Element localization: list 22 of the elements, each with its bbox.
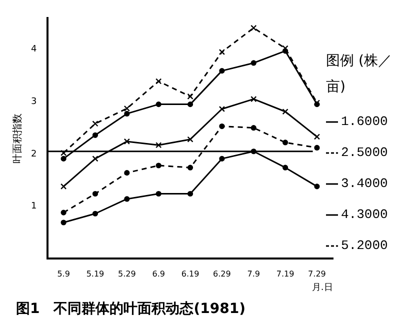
legend-label: 1.6000 <box>341 114 388 129</box>
x-tick-label: 5.29 <box>118 269 136 278</box>
text: 图1 不同群体的叶面积动态(1981) <box>16 300 246 318</box>
x-tick-label: 6.29 <box>213 269 231 278</box>
x-tick-label: 7.19 <box>276 269 294 278</box>
legend-title: 图例 (株／亩) <box>326 52 393 97</box>
x-tick-label: 5.19 <box>86 269 104 278</box>
x-tick-label: 7.9 <box>247 269 260 278</box>
x-tick-label: 7.29 <box>308 269 326 278</box>
legend-label: 5.2000 <box>341 238 388 253</box>
legend-label: 4.3000 <box>341 207 388 222</box>
x-tick-label: 6.9 <box>152 269 165 278</box>
y-tick-label: 4 <box>30 44 37 55</box>
x-tick-label: 6.19 <box>181 269 200 278</box>
x-tick-label: 5.9 <box>57 269 70 278</box>
y-tick-label: 2 <box>30 149 37 160</box>
y-axis-title: 叶面积指数 <box>12 113 24 164</box>
y-tick-label: 3 <box>30 97 37 108</box>
x-axis-title: 月.日 <box>312 282 333 293</box>
legend-label: 3.4000 <box>341 176 388 191</box>
y-tick-label: 1 <box>30 202 37 212</box>
legend-label: 2.5000 <box>341 145 388 160</box>
